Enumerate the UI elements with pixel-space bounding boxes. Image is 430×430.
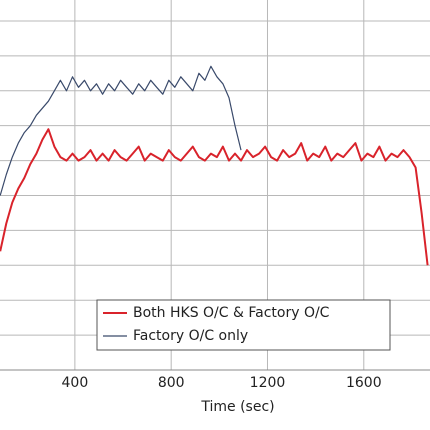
x-tick-label: 1600 [346,375,382,391]
legend-label: Both HKS O/C & Factory O/C [133,305,330,321]
x-axis-label: Time (sec) [200,399,274,415]
series-line [0,65,242,196]
x-tick-label: 1200 [250,375,286,391]
x-tick-label: 400 [62,375,89,391]
x-tick-label: 800 [158,375,185,391]
legend-box [96,299,391,351]
series-line [0,128,429,266]
legend-label: Factory O/C only [133,328,248,344]
